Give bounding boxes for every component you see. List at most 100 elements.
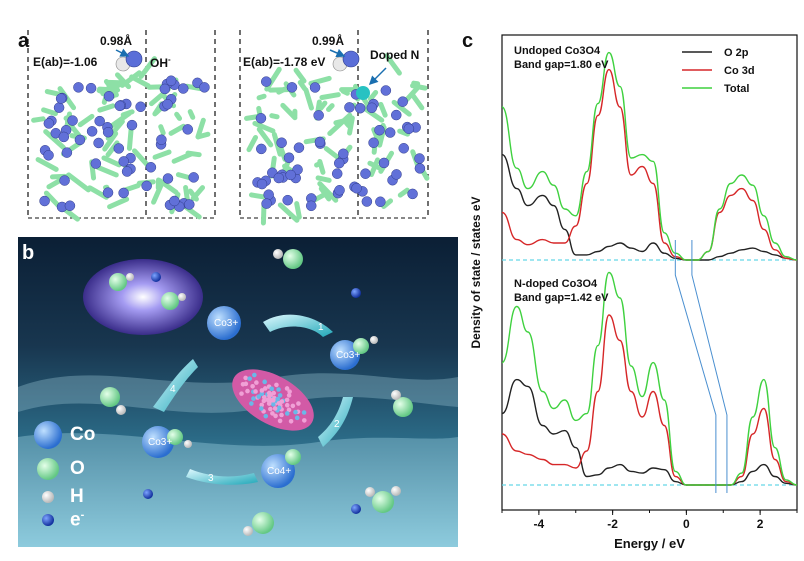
catalyst-atom (277, 418, 283, 424)
lattice-bond (43, 129, 66, 150)
lattice-atom (313, 110, 324, 121)
lattice-atom (159, 83, 171, 95)
lattice-atom (114, 100, 126, 112)
lattice-atom (354, 102, 366, 114)
catalyst-atom (274, 382, 279, 388)
lattice-atom (414, 163, 426, 174)
svg-text:Co3+: Co3+ (336, 350, 360, 361)
lattice-atom (283, 152, 295, 164)
catalyst-atom (247, 376, 252, 381)
lattice-atom (338, 148, 349, 160)
lattice-bond (31, 116, 46, 123)
lattice-bond (115, 72, 132, 90)
lattice-atom (380, 85, 392, 96)
lattice-atom (43, 118, 55, 129)
lattice-bond (404, 85, 420, 103)
lattice-bond (120, 109, 135, 118)
oh-molecule (100, 249, 413, 536)
lattice-atom (368, 137, 379, 148)
lattice-atom (260, 76, 272, 87)
catalyst-atom (261, 394, 267, 400)
catalyst-atom (284, 397, 290, 403)
lattice-bond (277, 202, 300, 223)
catalyst-atom (301, 410, 307, 415)
lattice-atom (374, 124, 385, 136)
lattice-atom (331, 168, 343, 179)
x-tick-label: 2 (757, 517, 764, 531)
lattice-bond (157, 178, 179, 195)
lattice-atom (263, 189, 274, 200)
band-gap-label: Band gap=1.42 eV (514, 292, 609, 304)
lattice-atom (285, 169, 296, 181)
lattice-bond (41, 107, 58, 117)
left-adsorption-energy: E(ab)=-1.06 (33, 55, 98, 69)
catalyst-atom (270, 411, 275, 416)
catalyst-atom (270, 402, 276, 407)
step-1-arrow (263, 314, 333, 337)
band-gap-guide (674, 240, 717, 493)
catalyst-atom (253, 389, 258, 394)
step-4-label: 4 (170, 384, 176, 395)
lattice-atom (53, 102, 65, 113)
catalyst-atom (284, 402, 290, 408)
right-species-label: Doped N (370, 48, 420, 62)
lattice-bond (314, 161, 322, 168)
legend-o-label: O (70, 458, 85, 479)
lattice-atom (188, 172, 199, 183)
legend-e-label: e- (70, 509, 85, 531)
catalyst-atom (269, 386, 275, 392)
catalyst-atom (251, 396, 256, 401)
left-species-label: OH- (150, 55, 171, 70)
band-gap-guide (691, 240, 728, 493)
catalyst-atom (288, 418, 294, 424)
lattice-bond (152, 149, 172, 160)
lattice-bond (303, 87, 314, 111)
lattice-bond (174, 111, 183, 121)
catalyst-atom (284, 386, 290, 391)
lattice-bond (151, 180, 165, 205)
lattice-atom (61, 147, 73, 158)
step-3-arrow (186, 469, 258, 485)
co4-ion: Co4+ (261, 449, 301, 488)
catalyst-atom (262, 386, 268, 391)
panel-a-letter: a (18, 30, 30, 52)
lattice-atom (165, 75, 177, 86)
catalyst-atom (302, 418, 307, 423)
lattice-atom (334, 184, 345, 196)
lattice-atom (55, 93, 67, 104)
water-molecule (109, 273, 401, 513)
panel-a-structures (27, 30, 430, 226)
lattice-bond (293, 67, 307, 84)
catalyst-atom (273, 413, 278, 419)
lattice-bond (397, 128, 411, 137)
panel-title: Undoped Co3O4 (514, 45, 601, 57)
lattice-atom (273, 172, 285, 184)
dos-line-o-2p (501, 378, 798, 486)
lattice-bond (381, 198, 394, 209)
catalyst-atom (243, 381, 249, 387)
lattice-atom (391, 169, 402, 180)
lattice-atom (256, 143, 267, 155)
panel-b-illustration: 1 2 3 4 Co3+ Co3+ Co3+ Co4+ (18, 237, 458, 547)
catalyst-atom (259, 388, 265, 393)
panel-b-scene: 1 2 3 4 Co3+ Co3+ Co3+ Co4+ (18, 249, 458, 547)
catalyst-atom (272, 406, 278, 411)
catalyst-atom (275, 396, 281, 402)
lattice-atom (73, 82, 84, 93)
lattice-atom (366, 102, 378, 114)
panel-c-letter: c (462, 30, 474, 52)
catalyst-atom (268, 406, 273, 412)
lattice-atom (293, 142, 305, 153)
lattice-atom (90, 158, 102, 169)
lattice-bond (347, 115, 355, 136)
lattice-atom (305, 200, 317, 212)
lattice-bond (391, 99, 412, 117)
lattice-bond (315, 175, 332, 183)
co3-ion-bottom: Co3+ (142, 426, 192, 458)
step-3-label: 3 (208, 473, 214, 484)
dos-line-total (501, 51, 798, 261)
lattice-bond (168, 123, 186, 136)
catalyst-atom (294, 415, 300, 421)
lattice-atom (169, 195, 180, 207)
legend-balls (34, 421, 62, 526)
